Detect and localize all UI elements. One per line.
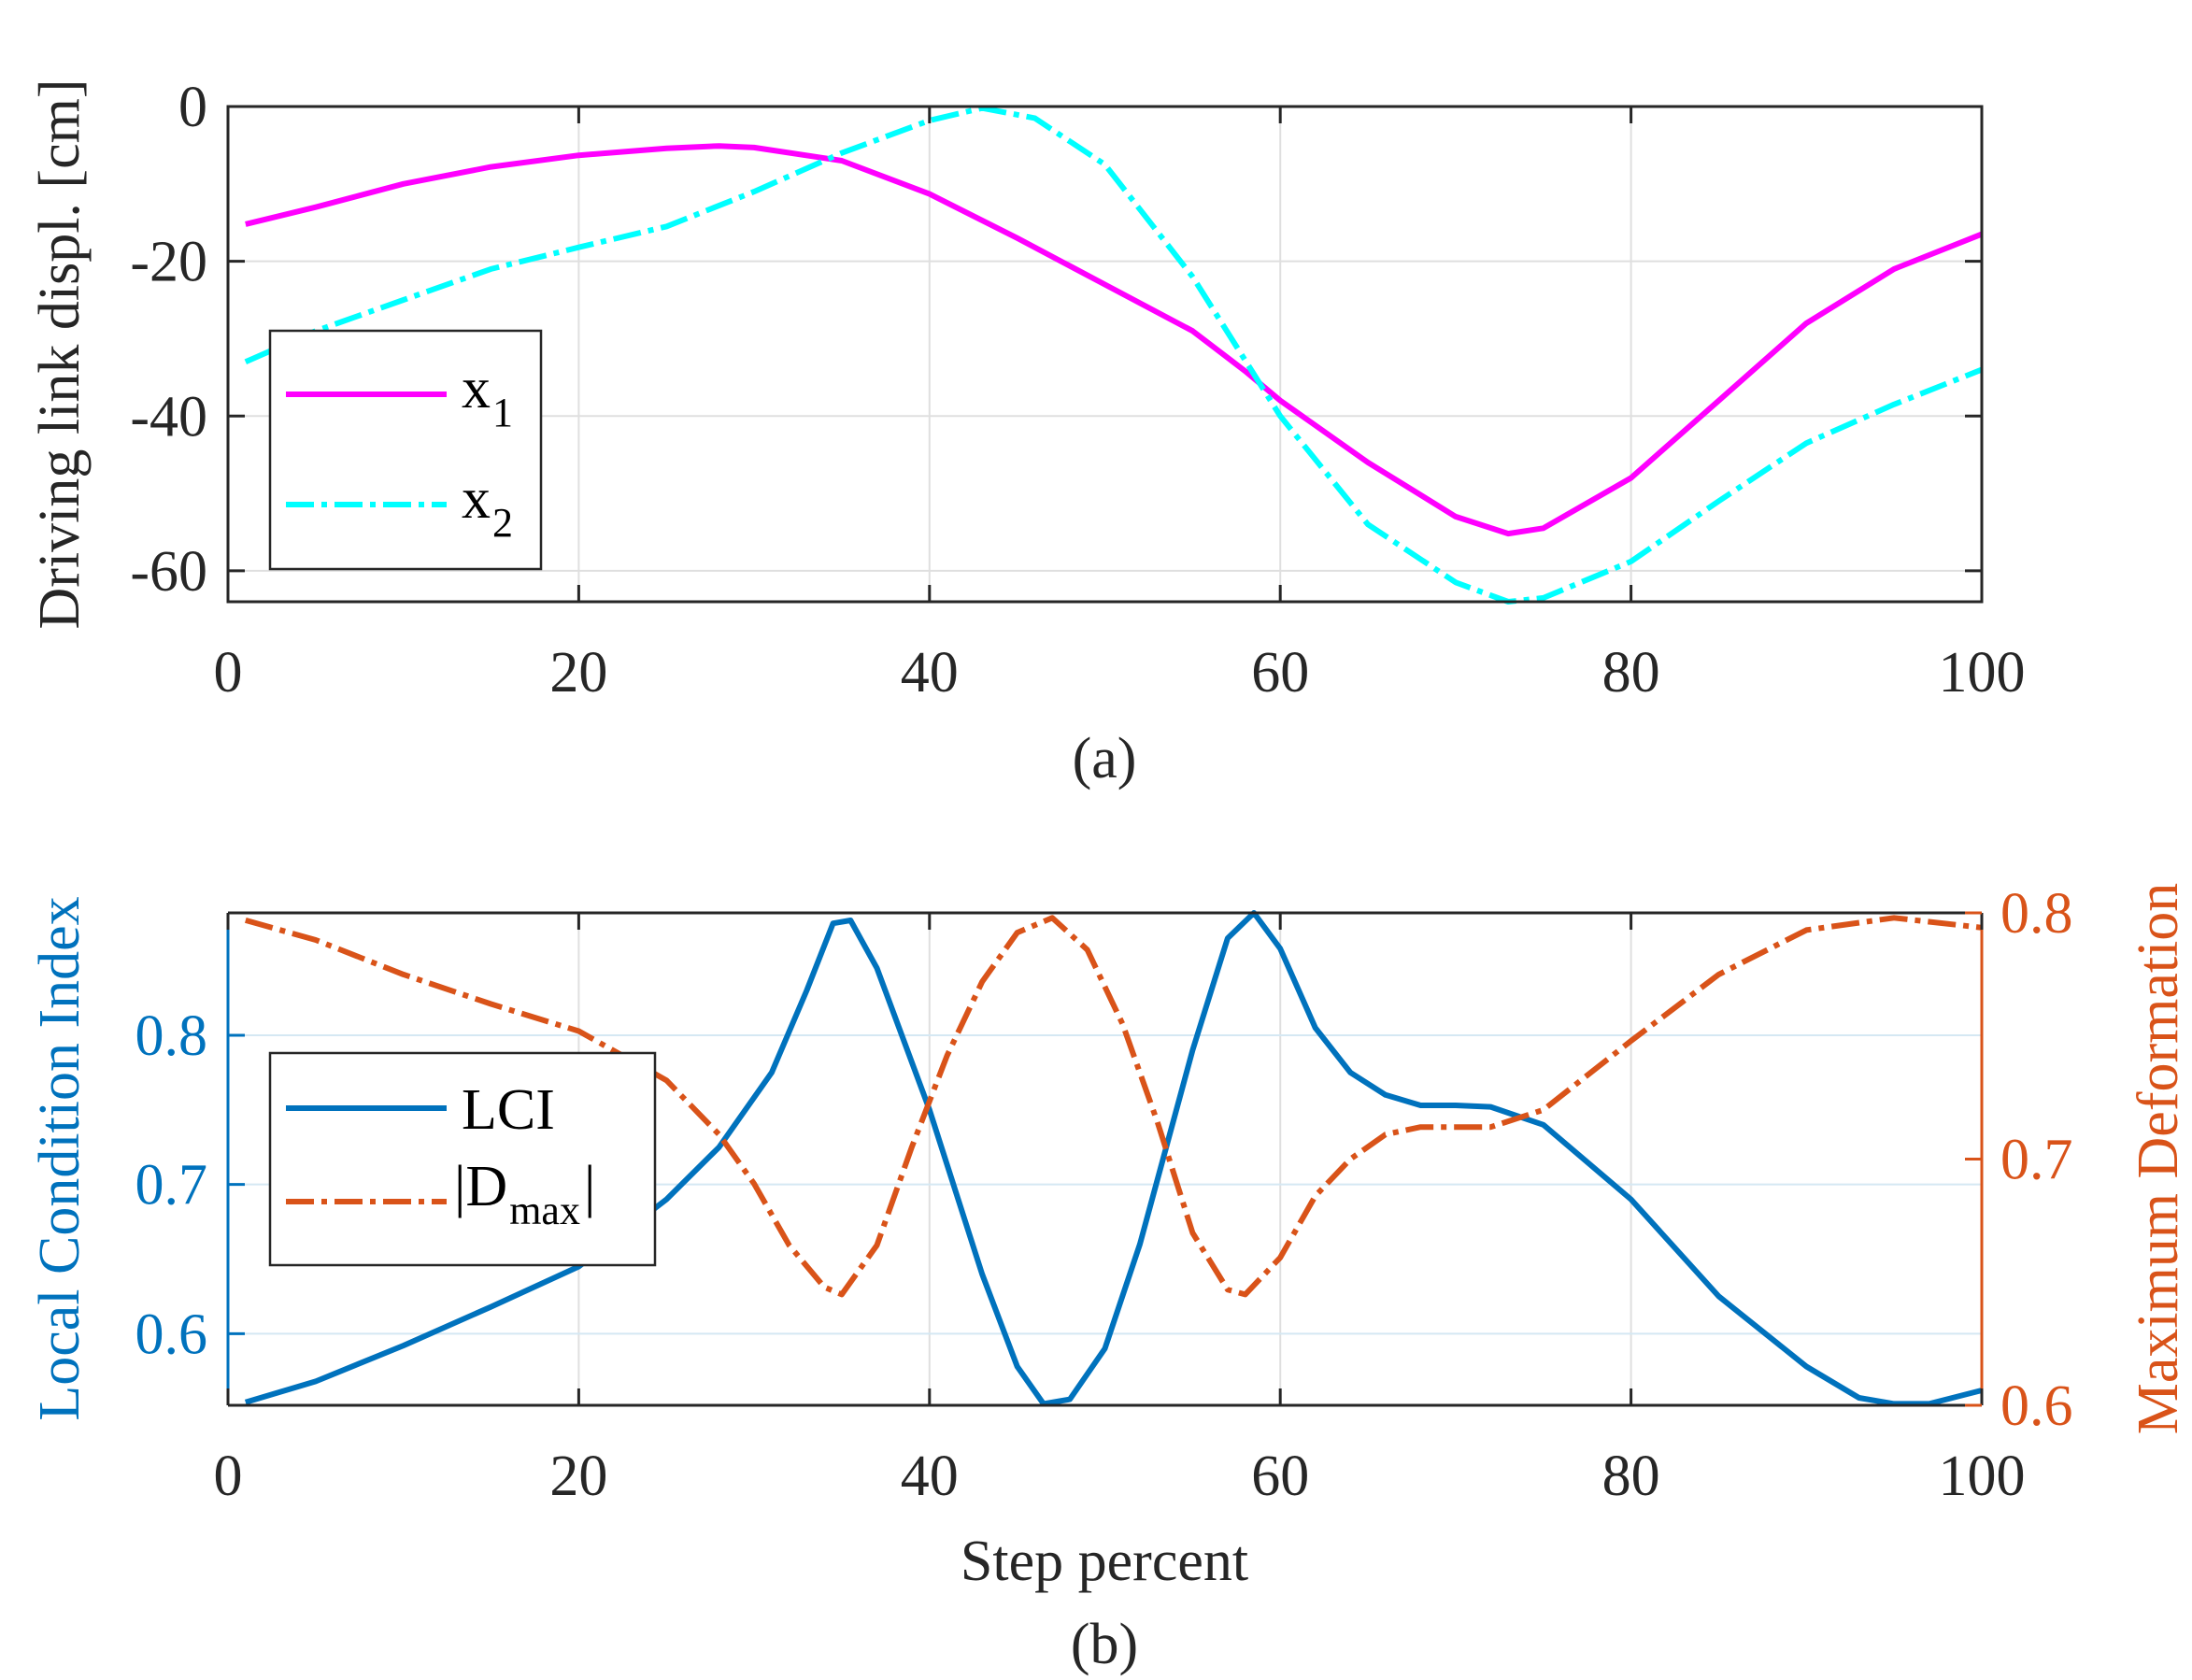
ticks-a [226, 105, 1984, 602]
legend-label-dmax: |Dmax| [454, 1155, 595, 1233]
series-line-x2 [244, 105, 1984, 605]
x-tick-labels-b: 0 20 40 60 80 100 [214, 1445, 2026, 1508]
tick-label-b-x-2: 40 [901, 1445, 959, 1508]
tick-label-a-x-3: 60 [1251, 641, 1309, 705]
series-line-dmax [244, 915, 1983, 1298]
y-tick-labels-a: 0 -20 -40 -60 [130, 76, 207, 604]
tick-label-b-x-0: 0 [214, 1445, 243, 1508]
legend-box-a [268, 329, 543, 571]
tick-label-b-x-5: 100 [1939, 1445, 2026, 1508]
axes-box-a [226, 105, 1984, 604]
y-axis-label-right-b: Maximum Deformation [2127, 883, 2190, 1435]
tick-label-a-y-2: -40 [130, 385, 207, 448]
y-tick-labels-left-b: 0.6 0.7 0.8 [135, 1004, 208, 1366]
series-b [244, 910, 1983, 1407]
caption-a: (a) [1073, 727, 1137, 790]
tick-label-a-y-0: 0 [178, 76, 207, 139]
series-line-lci [244, 910, 1983, 1407]
tick-label-b-x-1: 20 [549, 1445, 607, 1508]
tick-label-a-x-1: 20 [549, 641, 607, 705]
tick-label-a-y-1: -20 [130, 231, 207, 294]
tick-label-b-y-left-0: 0.6 [135, 1303, 208, 1366]
tick-label-b-y-left-2: 0.8 [135, 1004, 208, 1068]
tick-label-b-y-right-0: 0.6 [2000, 1374, 2073, 1438]
legend-a: x1 x2 [268, 329, 543, 571]
tick-label-b-y-right-2: 0.8 [2000, 882, 2073, 946]
legend-box-b [268, 1051, 657, 1267]
tick-label-b-y-right-1: 0.7 [2000, 1129, 2073, 1192]
x-axis-label-b: Step percent [961, 1530, 1248, 1593]
tick-label-a-x-4: 80 [1602, 641, 1660, 705]
legend-b: LCI |Dmax| [268, 1051, 657, 1267]
legend-label-lci: LCI [462, 1078, 555, 1142]
tick-label-a-x-2: 40 [901, 641, 959, 705]
y-axis-label-left-b: Local Condition Index [28, 896, 92, 1420]
tick-label-b-y-left-1: 0.7 [135, 1154, 208, 1217]
caption-b: (b) [1071, 1613, 1138, 1676]
tick-label-a-x-0: 0 [214, 641, 243, 705]
tick-label-a-x-5: 100 [1939, 641, 2026, 705]
panel-b: 0 20 40 60 80 100 0.6 0.7 0.8 0.6 0.7 0.8 Step pe… [28, 882, 2190, 1676]
y-tick-labels-right-b: 0.6 0.7 0.8 [2000, 882, 2073, 1438]
tick-label-b-x-4: 80 [1602, 1445, 1660, 1508]
tick-label-a-y-3: -60 [130, 540, 207, 604]
panel-a: 0 20 40 60 80 100 0 -20 -40 -60 Driving link dis… [28, 76, 2026, 790]
series-line-x1 [245, 143, 1984, 537]
y-axis-label-a: Driving link displ. [cm] [28, 79, 92, 630]
series-a [244, 105, 1984, 605]
x-tick-labels-a: 0 20 40 60 80 100 [214, 641, 2026, 705]
tick-label-b-x-3: 60 [1251, 1445, 1309, 1508]
ticks-b [226, 911, 1984, 1407]
legend-label-x1: x1 [462, 357, 513, 435]
legend-label-x2: x2 [462, 467, 513, 546]
